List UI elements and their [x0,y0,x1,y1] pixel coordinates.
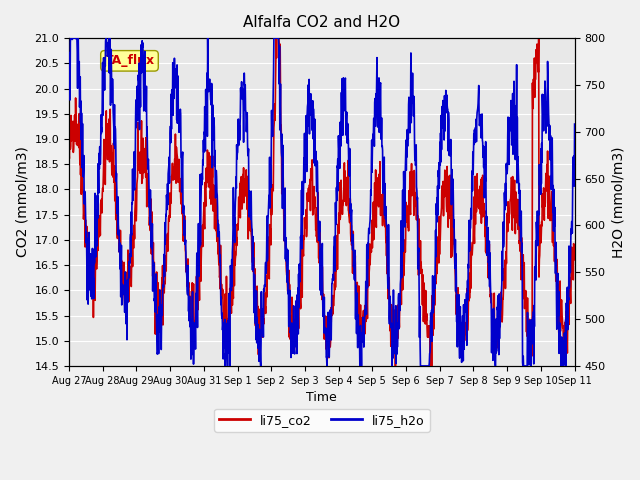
Y-axis label: CO2 (mmol/m3): CO2 (mmol/m3) [15,146,29,257]
X-axis label: Time: Time [307,391,337,404]
Title: Alfalfa CO2 and H2O: Alfalfa CO2 and H2O [243,15,401,30]
Legend: li75_co2, li75_h2o: li75_co2, li75_h2o [214,409,429,432]
Y-axis label: H2O (mmol/m3): H2O (mmol/m3) [611,146,625,258]
Text: TA_flux: TA_flux [104,54,154,67]
